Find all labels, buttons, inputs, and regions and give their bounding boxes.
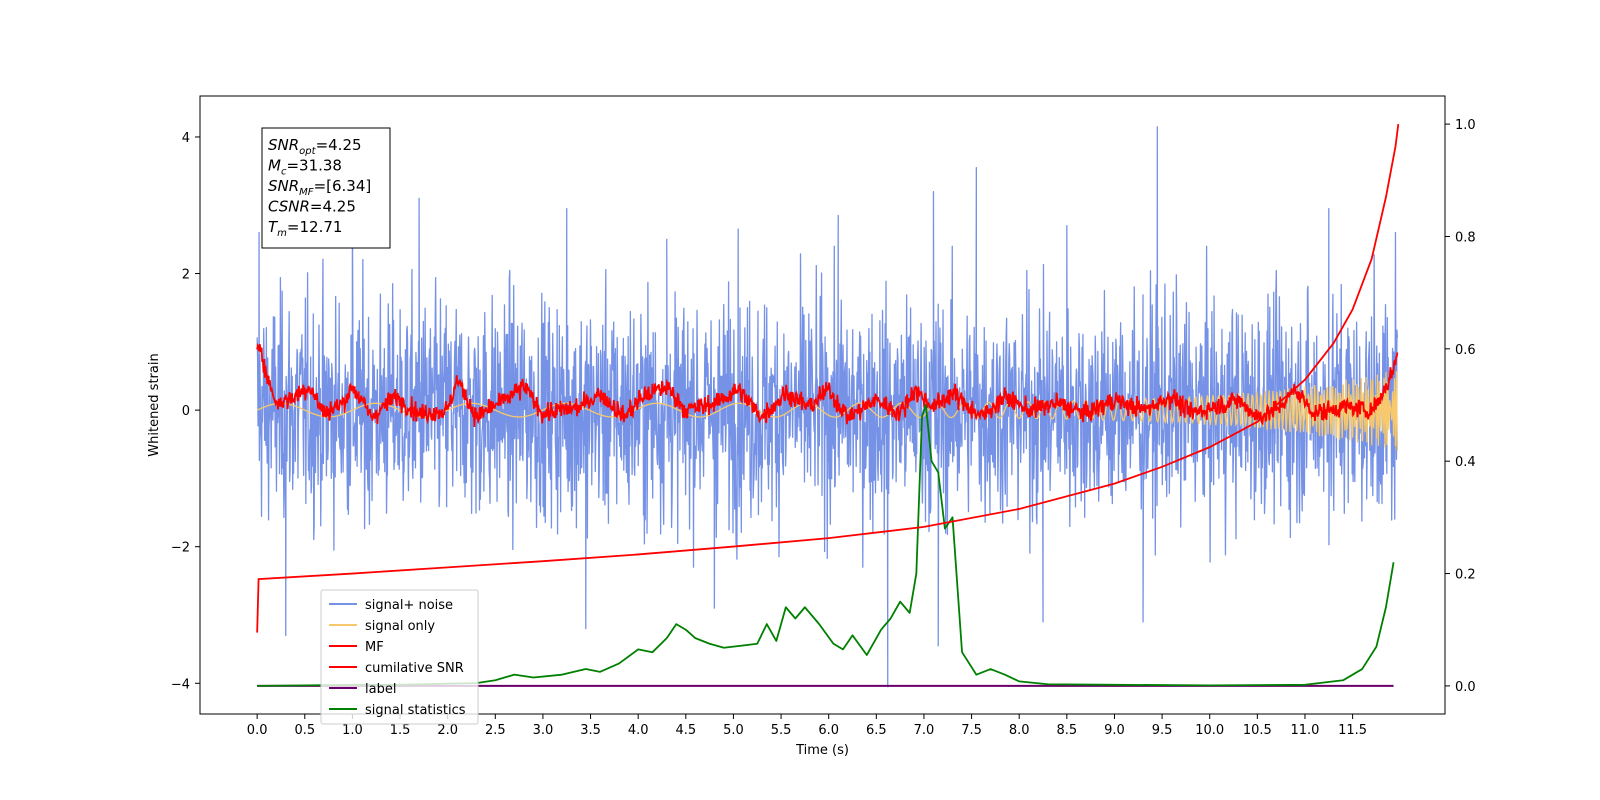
y-tick-label-0: 4 [182, 131, 190, 146]
stat-csnr-name: CSNR [268, 198, 310, 216]
stat-tm: Tm=12.71 [268, 218, 342, 239]
stat-snr_mf-sub: MF [299, 187, 314, 198]
x-tick-label-6: 3.0 [533, 723, 554, 738]
x-tick-label-11: 5.5 [771, 723, 792, 738]
stat-snr_opt-value: =4.25 [316, 136, 362, 154]
stat-csnr: CSNR=4.25 [268, 198, 356, 216]
x-tick-label-18: 9.0 [1104, 723, 1125, 738]
x-tick-label-16: 8.0 [1009, 723, 1030, 738]
x-tick-label-14: 7.0 [914, 723, 935, 738]
y2-tick-label-5: 0.0 [1455, 680, 1476, 695]
stat-mc-sub: c [281, 167, 287, 178]
x-tick-label-3: 1.5 [390, 723, 411, 738]
legend-label-0: signal+ noise [365, 598, 453, 613]
plot-frame [199, 95, 1446, 715]
stat-mc-value: =31.38 [286, 157, 342, 175]
legend-label-2: MF [365, 640, 384, 655]
series-mf [256, 342, 1399, 427]
x-tick-label-19: 9.5 [1152, 723, 1173, 738]
stat-mc-name: M [268, 157, 281, 175]
y2-tick-label-1: 0.8 [1455, 230, 1476, 245]
x-tick-label-23: 11.5 [1338, 723, 1367, 738]
x-tick-label-20: 10.0 [1195, 723, 1224, 738]
legend-label-4: label [365, 682, 396, 697]
stat-csnr-value: =4.25 [310, 198, 356, 216]
y2-tick-label-0: 1.0 [1455, 118, 1476, 133]
axes-layer: 0.0 0.5 1.0 1.5 2.0 2.5 3.0 3.5 4.0 4.5 5.0 5.5 6.0 6… [171, 118, 1476, 738]
x-tick-label-21: 10.5 [1243, 723, 1272, 738]
stat-snr_mf: SNRMF=[6.34] [268, 177, 371, 198]
x-tick-label-12: 6.0 [818, 723, 839, 738]
y-tick-label-4: −4 [171, 677, 190, 692]
stats-box: SNRopt=4.25Mc=31.38SNRMF=[6.34]CSNR=4.25… [261, 127, 391, 249]
stat-tm-value: =12.71 [287, 218, 343, 236]
series-signal-only [256, 371, 1399, 451]
stats-box-frame [261, 127, 391, 249]
x-tick-label-9: 4.5 [675, 723, 696, 738]
x-tick-label-10: 5.0 [723, 723, 744, 738]
x-tick-label-13: 6.5 [866, 723, 887, 738]
x-tick-label-17: 8.5 [1056, 723, 1077, 738]
y-axis-label: Whitened strain [147, 353, 162, 456]
legend-label-5: signal statistics [365, 703, 466, 718]
x-tick-label-22: 11.0 [1290, 723, 1319, 738]
legend-label-3: cumilative SNR [365, 661, 464, 676]
x-tick-label-0: 0.0 [247, 723, 268, 738]
stat-tm-sub: m [277, 228, 287, 239]
legend-label-1: signal only [365, 619, 435, 634]
stat-snr_opt: SNRopt=4.25 [268, 136, 362, 157]
x-tick-label-7: 3.5 [580, 723, 601, 738]
y2-tick-label-3: 0.4 [1455, 455, 1476, 470]
series-signal-statistics [257, 404, 1395, 687]
x-tick-label-1: 0.5 [294, 723, 315, 738]
x-tick-label-4: 2.0 [437, 723, 458, 738]
stat-snr_mf-value: =[6.34] [314, 177, 372, 195]
y2-tick-label-2: 0.6 [1455, 343, 1476, 358]
stat-mc: Mc=31.38 [268, 157, 342, 178]
stat-snr_opt-name: SNR [268, 136, 299, 154]
stat-snr_mf-name: SNR [268, 177, 299, 195]
y-tick-label-1: 2 [182, 268, 190, 283]
series-cumilative-snr [256, 123, 1400, 633]
y2-tick-label-4: 0.2 [1455, 568, 1476, 583]
legend: signal+ noise signal only MF cumilative SNR… [320, 589, 479, 725]
stat-tm-name: T [268, 218, 279, 236]
legend-frame [320, 589, 479, 725]
y-tick-label-2: 0 [182, 404, 190, 419]
x-tick-label-2: 1.0 [342, 723, 363, 738]
x-tick-label-8: 4.0 [628, 723, 649, 738]
x-axis-label: Time (s) [795, 743, 849, 758]
series-signal-plus-noise [256, 126, 1399, 688]
y-tick-label-3: −2 [171, 541, 190, 556]
x-tick-label-5: 2.5 [485, 723, 506, 738]
stat-snr_opt-sub: opt [299, 146, 316, 157]
x-tick-label-15: 7.5 [961, 723, 982, 738]
